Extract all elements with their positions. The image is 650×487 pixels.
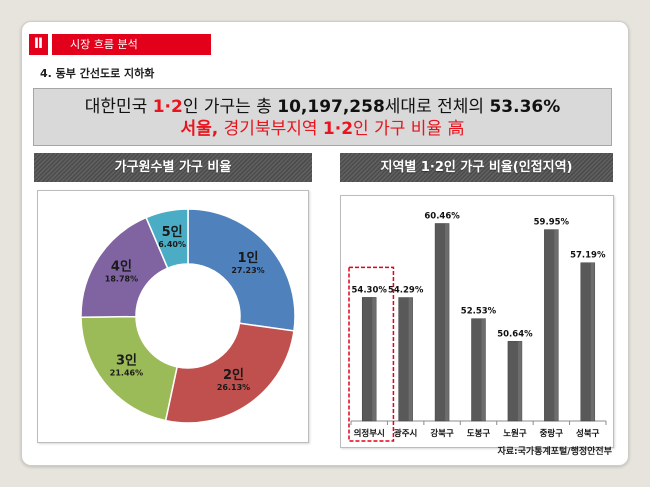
bar-chart-title: 지역별 1·2인 가구 비율(인접지역) bbox=[340, 153, 613, 182]
highlight-box bbox=[348, 266, 395, 442]
x-tick-label: 광주시 bbox=[394, 428, 417, 439]
x-tick-label: 도봉구 bbox=[467, 428, 491, 439]
bar bbox=[580, 262, 596, 422]
bar-value-label: 52.53% bbox=[461, 307, 497, 317]
bar-shading bbox=[408, 297, 413, 421]
donut-category-label: 1인 bbox=[238, 250, 259, 266]
donut-chart-panel: 1인 27.23% 2인 26.13% 3인 21.46% 4인 18.78% 5인 6.40% bbox=[37, 190, 309, 443]
donut-category-label: 4인 bbox=[111, 259, 132, 275]
donut-slices bbox=[80, 208, 296, 424]
donut-value-label: 26.13% bbox=[217, 383, 250, 392]
headline-region: 서울, bbox=[180, 119, 219, 139]
x-tick-labels: 의정부시 광주시 강북구 도봉구 노원구 중랑구 성북구 bbox=[354, 428, 600, 439]
bar bbox=[471, 318, 486, 422]
donut-slice bbox=[187, 208, 296, 332]
donut-value-label: 21.46% bbox=[110, 368, 143, 377]
headline-text: 세대로 전체의 bbox=[384, 97, 490, 117]
bar-value-label: 57.19% bbox=[570, 251, 606, 261]
headline-household-size: 1·2 bbox=[322, 119, 354, 139]
highlight-layer bbox=[348, 266, 395, 442]
bar-value-label: 59.95% bbox=[534, 218, 570, 228]
headline-household-count: 10,197,258 bbox=[277, 97, 385, 117]
donut-value-label: 18.78% bbox=[105, 275, 138, 284]
bar-value-label: 54.29% bbox=[388, 286, 424, 296]
donut-slice bbox=[164, 322, 295, 424]
x-tick-label: 성북구 bbox=[576, 428, 600, 439]
bar-value-label: 54.30% bbox=[352, 285, 388, 295]
bar-shading bbox=[517, 341, 522, 421]
x-axis bbox=[350, 420, 607, 425]
headline-text: 인 가구 비율 高 bbox=[353, 119, 465, 139]
bar-chart: 54.30% 54.29% 60.46% 52.53% 50.64% 59.95% 57.1… bbox=[348, 211, 607, 442]
headline-line-1: 대한민국 1·2인 가구는 총 10,197,258세대로 전체의 53.36% bbox=[34, 96, 611, 118]
donut-value-label: 27.23% bbox=[231, 266, 264, 275]
bar-series bbox=[361, 223, 596, 422]
source-note: 자료:국가통계포털/행정안전부 bbox=[497, 447, 612, 457]
bar-value-label: 60.46% bbox=[424, 211, 460, 221]
section-title-bar: 시장 흐름 분석 bbox=[52, 34, 211, 55]
bar bbox=[361, 297, 377, 422]
bar-shading bbox=[590, 262, 595, 421]
bar-shading bbox=[372, 297, 377, 421]
headline-household-size: 1·2 bbox=[152, 97, 183, 117]
headline-text: 경기북부지역 bbox=[218, 119, 323, 139]
headline-box: 대한민국 1·2인 가구는 총 10,197,258세대로 전체의 53.36%… bbox=[33, 88, 612, 146]
headline-text: 인 가구는 총 bbox=[182, 97, 278, 117]
donut-category-label: 3인 bbox=[116, 352, 137, 368]
bar bbox=[544, 229, 559, 422]
bar-shading bbox=[481, 318, 486, 421]
bar bbox=[434, 223, 450, 422]
donut-chart-title: 가구원수별 가구 비율 bbox=[34, 153, 312, 182]
headline-line-2: 서울, 경기북부지역 1·2인 가구 비율 高 bbox=[34, 118, 611, 140]
donut-category-label: 5인 bbox=[162, 224, 183, 240]
x-tick-label: 중랑구 bbox=[540, 428, 564, 439]
slide-subtitle: 4. 동부 간선도로 지하화 bbox=[40, 67, 155, 80]
bar bbox=[507, 341, 523, 422]
section-number-badge: Ⅱ bbox=[29, 34, 48, 55]
x-tick-label: 의정부시 bbox=[354, 428, 385, 439]
donut-value-label: 6.40% bbox=[158, 240, 186, 249]
bar bbox=[398, 297, 413, 422]
bar-chart-panel: 54.30% 54.29% 60.46% 52.53% 50.64% 59.95% 57.1… bbox=[340, 195, 614, 448]
bar-value-label: 50.64% bbox=[497, 329, 533, 339]
donut-category-label: 2인 bbox=[223, 367, 244, 383]
bar-shading bbox=[554, 229, 559, 421]
donut-slice bbox=[145, 208, 189, 270]
x-tick-label: 노원구 bbox=[503, 428, 527, 439]
bar-value-labels: 54.30% 54.29% 60.46% 52.53% 50.64% 59.95% 57.1… bbox=[352, 211, 606, 339]
bar-shading bbox=[445, 223, 450, 421]
headline-text: 대한민국 bbox=[84, 97, 153, 117]
x-tick-label: 강북구 bbox=[430, 428, 454, 439]
donut-slice bbox=[80, 315, 178, 422]
headline-share: 53.36% bbox=[489, 97, 561, 117]
